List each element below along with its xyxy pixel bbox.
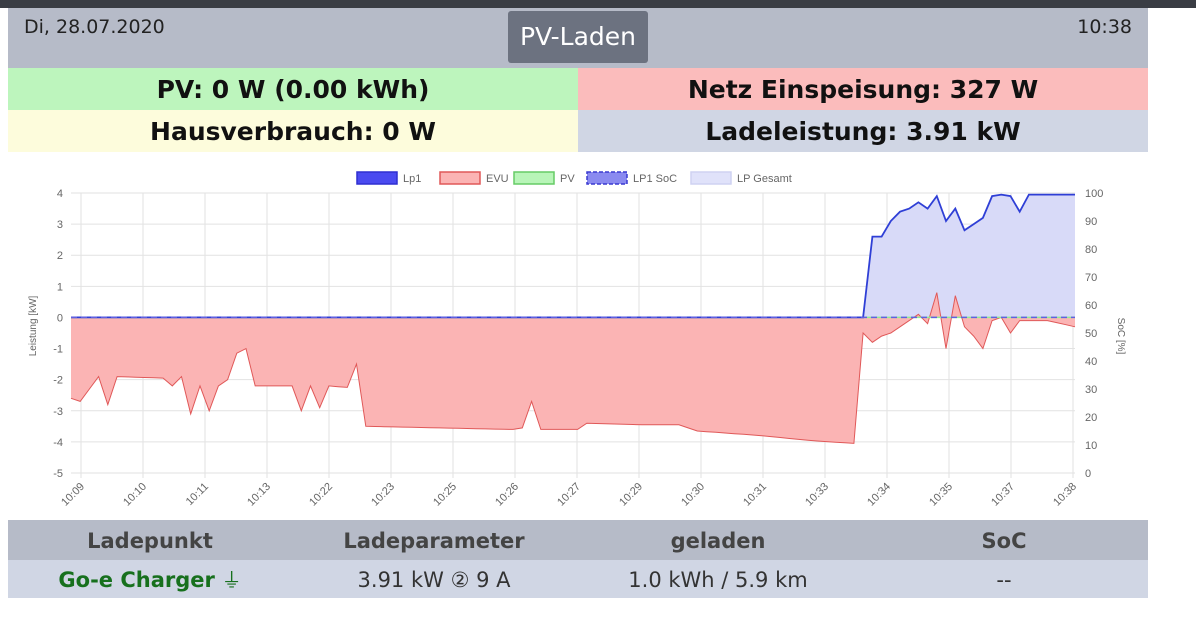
plug-icon: ⏚ xyxy=(221,568,242,592)
y-tick-label: -3 xyxy=(53,406,63,418)
x-tick-label: 10:09 xyxy=(59,481,87,509)
y2-tick-label: 100 xyxy=(1085,188,1103,200)
x-tick-label: 10:38 xyxy=(1051,481,1079,509)
x-tick-label: 10:13 xyxy=(245,481,273,509)
x-tick-label: 10:27 xyxy=(555,481,583,509)
x-tick-label: 10:37 xyxy=(989,481,1017,509)
table-row[interactable]: Go-e Charger ⏚ 3.91 kW ② 9 A 1.0 kWh / 5… xyxy=(8,560,1148,598)
x-tick-label: 10:29 xyxy=(617,481,645,509)
y2-tick-label: 30 xyxy=(1085,384,1097,396)
date-label: Di, 28.07.2020 xyxy=(24,16,165,38)
y2-tick-label: 0 xyxy=(1085,468,1091,480)
table-header: Ladepunkt Ladeparameter geladen SoC xyxy=(8,520,1148,560)
y-tick-label: -4 xyxy=(53,437,63,449)
x-tick-label: 10:11 xyxy=(184,481,211,508)
soc-value: -- xyxy=(996,568,1012,592)
y2-tick-label: 70 xyxy=(1085,272,1097,284)
y2-tick-label: 80 xyxy=(1085,244,1097,256)
x-tick-label: 10:22 xyxy=(307,481,335,509)
legend-label: LP1 SoC xyxy=(633,173,677,185)
x-tick-label: 10:10 xyxy=(121,481,149,509)
charger-name-cell[interactable]: Go-e Charger ⏚ xyxy=(8,560,292,598)
y-tick-label: -1 xyxy=(53,344,63,356)
chart-areas xyxy=(71,194,1075,444)
chart-lines xyxy=(70,193,1076,444)
power-chart: Lp1 EVU PV LP1 SoC LP Gesamt 43210-1-2-3-4-5… xyxy=(28,171,1126,509)
y2-tick-label: 10 xyxy=(1085,440,1097,452)
charging-power-tile: Ladeleistung: 3.91 kW xyxy=(578,110,1148,152)
chart-legend: Lp1 EVU PV LP1 SoC LP Gesamt xyxy=(356,171,792,185)
legend-label: EVU xyxy=(486,173,509,185)
x-tick-label: 10:25 xyxy=(431,481,459,509)
x-tick-label: 10:33 xyxy=(803,481,831,509)
time-label: 10:38 xyxy=(1077,16,1132,38)
col-ladeparameter: Ladeparameter xyxy=(343,529,525,553)
y2-tick-label: 60 xyxy=(1085,300,1097,312)
y-tick-label: 2 xyxy=(57,250,63,262)
top-bar xyxy=(0,0,1196,8)
legend-label: LP Gesamt xyxy=(737,173,792,185)
x-tick-label: 10:30 xyxy=(679,481,707,509)
y-axis-ticks: 4 3 2 1 0 -1 -2 -3 -4 -5 xyxy=(53,188,63,480)
legend-label: PV xyxy=(560,173,575,185)
col-geladen: geladen xyxy=(670,529,766,553)
col-ladepunkt: Ladepunkt xyxy=(87,529,213,553)
legend-swatch xyxy=(356,171,398,185)
y-tick-label: -5 xyxy=(53,468,63,480)
legend-swatch xyxy=(513,171,555,185)
y-tick-label: 1 xyxy=(57,281,63,293)
lp-gesamt-area xyxy=(71,194,1075,318)
y-axis-label: Leistung [kW] xyxy=(28,295,39,356)
y2-axis-label: SoC [%] xyxy=(1115,318,1126,355)
legend-swatch xyxy=(586,171,628,185)
legend-swatch xyxy=(690,171,732,185)
evu-area xyxy=(71,292,1075,444)
x-tick-label: 10:31 xyxy=(741,481,769,509)
grid-feed-in-tile: Netz Einspeisung: 327 W xyxy=(578,68,1148,110)
charged-amount: 1.0 kWh / 5.9 km xyxy=(628,568,808,592)
col-soc: SoC xyxy=(981,529,1027,553)
page-title-button[interactable]: PV-Laden xyxy=(508,11,648,63)
x-tick-label: 10:26 xyxy=(493,481,521,509)
y2-tick-label: 90 xyxy=(1085,216,1097,228)
charger-name[interactable]: Go-e Charger xyxy=(58,568,215,592)
header-bar: Di, 28.07.2020 PV-Laden 10:38 xyxy=(8,8,1148,68)
y-tick-label: 3 xyxy=(57,219,63,231)
legend-swatch xyxy=(439,171,481,185)
x-tick-label: 10:23 xyxy=(369,481,397,509)
x-tick-label: 10:35 xyxy=(927,481,955,509)
house-consumption-tile: Hausverbrauch: 0 W xyxy=(8,110,578,152)
x-tick-label: 10:34 xyxy=(865,481,893,509)
pv-tile: PV: 0 W (0.00 kWh) xyxy=(8,68,578,110)
y-tick-label: 0 xyxy=(57,312,63,324)
legend-label: Lp1 xyxy=(403,173,421,185)
y-tick-label: -2 xyxy=(53,375,63,387)
charge-parameter: 3.91 kW ② 9 A xyxy=(357,568,511,592)
y2-tick-label: 50 xyxy=(1085,328,1097,340)
y2-tick-label: 20 xyxy=(1085,412,1097,424)
evu-line xyxy=(70,292,1076,444)
x-axis-ticks: 10:09 10:10 10:11 10:13 10:22 10:23 10:25 10:26… xyxy=(59,481,1079,509)
y2-tick-label: 40 xyxy=(1085,356,1097,368)
y-tick-label: 4 xyxy=(57,188,63,200)
